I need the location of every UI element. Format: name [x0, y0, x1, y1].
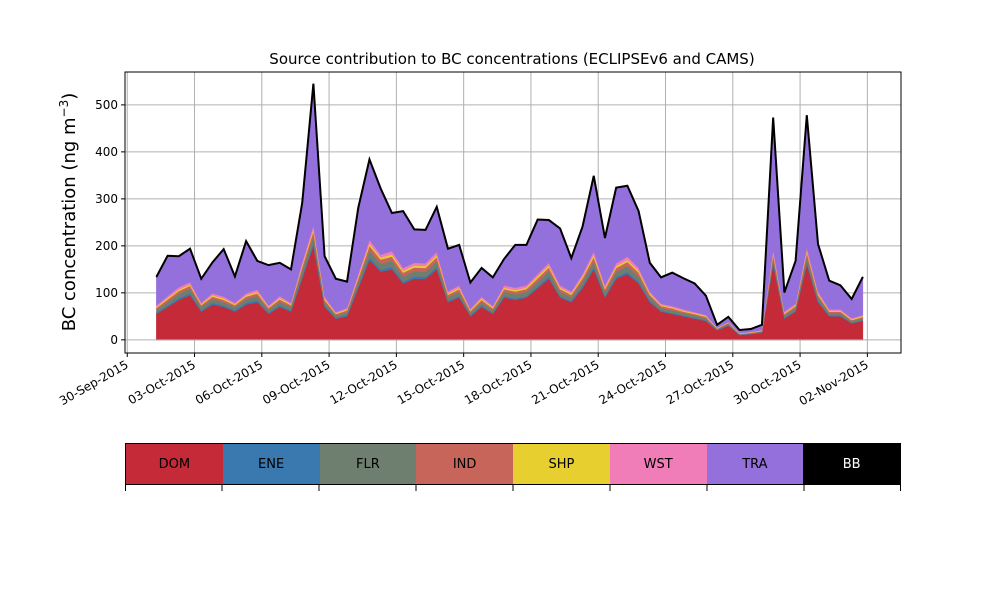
x-tick-label: 09-Oct-2015 — [260, 357, 332, 407]
legend-item-tra: TRA — [706, 444, 804, 484]
legend-item-bb: BB — [803, 444, 900, 484]
legend-item-ene: ENE — [222, 444, 320, 484]
total-line — [155, 83, 864, 341]
x-tick-label: 06-Oct-2015 — [193, 357, 265, 407]
y-tick-label: 300 — [95, 192, 118, 206]
x-tick-label: 21-Oct-2015 — [529, 357, 601, 407]
x-tick-label: 30-Oct-2015 — [731, 357, 803, 407]
legend-item-ind: IND — [416, 444, 513, 484]
x-tick-label: 12-Oct-2015 — [327, 357, 399, 407]
legend-item-shp: SHP — [513, 444, 610, 484]
x-tick-label: 24-Oct-2015 — [597, 357, 669, 407]
y-tick-label: 100 — [95, 286, 118, 300]
legend-ticks — [125, 485, 901, 491]
x-tick-label: 03-Oct-2015 — [126, 357, 198, 407]
legend-item-flr: FLR — [319, 444, 417, 484]
stacked-areas — [156, 83, 864, 341]
total-bc-line — [155, 83, 864, 332]
legend-item-wst: WST — [609, 444, 707, 484]
x-tick-label: 02-Nov-2015 — [797, 357, 871, 408]
x-tick-label: 15-Oct-2015 — [395, 357, 467, 407]
y-tick-label: 500 — [95, 98, 118, 112]
source-legend: DOM ENE FLR IND SHP WST TRA BB — [125, 443, 901, 485]
x-axis-ticks: 30-Sep-201503-Oct-201506-Oct-201509-Oct-… — [57, 353, 871, 408]
plot-frame — [124, 71, 902, 354]
x-tick-label: 18-Oct-2015 — [462, 357, 534, 407]
y-tick-label: 0 — [110, 333, 118, 347]
y-tick-label: 200 — [95, 239, 118, 253]
y-axis-ticks: 0 100 200 300 400 500 — [95, 98, 125, 347]
x-tick-label: 27-Oct-2015 — [664, 357, 736, 407]
x-tick-label: 30-Sep-2015 — [57, 357, 131, 408]
legend-item-dom: DOM — [126, 444, 223, 484]
chart-title: Source contribution to BC concentrations… — [269, 50, 754, 68]
y-axis-label: BC concentration (ng m−3) — [57, 93, 80, 332]
y-tick-label: 400 — [95, 145, 118, 159]
